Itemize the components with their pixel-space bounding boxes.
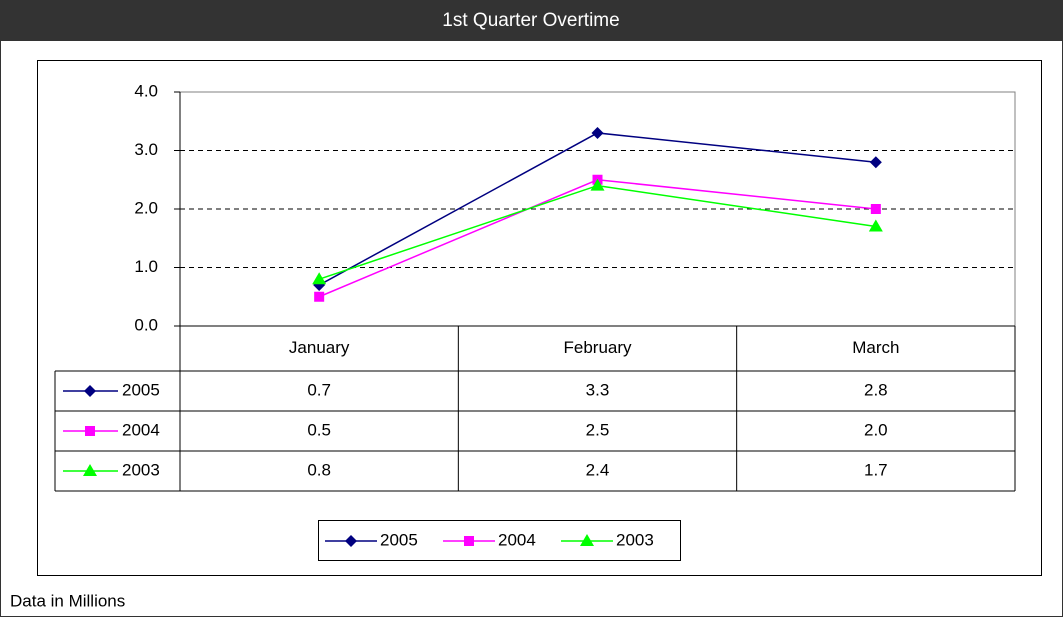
table-series-name: 2004 (122, 420, 160, 439)
table-series-name: 2003 (122, 460, 160, 479)
table-cell: 3.3 (586, 380, 610, 399)
marker (314, 291, 325, 302)
marker (312, 272, 327, 285)
chart-title: 1st Quarter Overtime (442, 10, 619, 31)
y-tick-label: 1.0 (134, 257, 158, 276)
y-tick-label: 2.0 (134, 198, 158, 217)
x-tick-label: March (852, 338, 899, 357)
marker (868, 219, 883, 232)
marker (345, 535, 357, 547)
marker (870, 204, 881, 214)
table-cell: 0.5 (307, 420, 331, 439)
legend-label: 2005 (380, 530, 418, 549)
legend-label: 2003 (616, 530, 654, 549)
x-tick-label: January (289, 338, 350, 357)
table-cell: 2.8 (864, 380, 888, 399)
marker (84, 385, 96, 397)
marker (580, 534, 594, 546)
marker (590, 178, 605, 191)
marker (83, 464, 97, 476)
table-cell: 2.4 (586, 460, 610, 479)
table-cell: 0.8 (307, 460, 331, 479)
marker (869, 156, 882, 169)
table-series-name: 2005 (122, 380, 160, 399)
legend (318, 520, 681, 561)
legend-label: 2004 (498, 530, 536, 549)
table-cell: 1.7 (864, 460, 888, 479)
footnote: Data in Millions (10, 591, 125, 610)
y-tick-label: 0.0 (134, 315, 158, 334)
table-cell: 2.5 (586, 420, 610, 439)
marker (464, 536, 474, 546)
marker (591, 126, 604, 139)
y-tick-label: 4.0 (134, 81, 158, 100)
marker (85, 426, 95, 436)
table-cell: 2.0 (864, 420, 888, 439)
y-tick-label: 3.0 (134, 140, 158, 159)
table-cell: 0.7 (307, 380, 331, 399)
title-bar (0, 0, 1063, 41)
x-tick-label: February (563, 338, 632, 357)
